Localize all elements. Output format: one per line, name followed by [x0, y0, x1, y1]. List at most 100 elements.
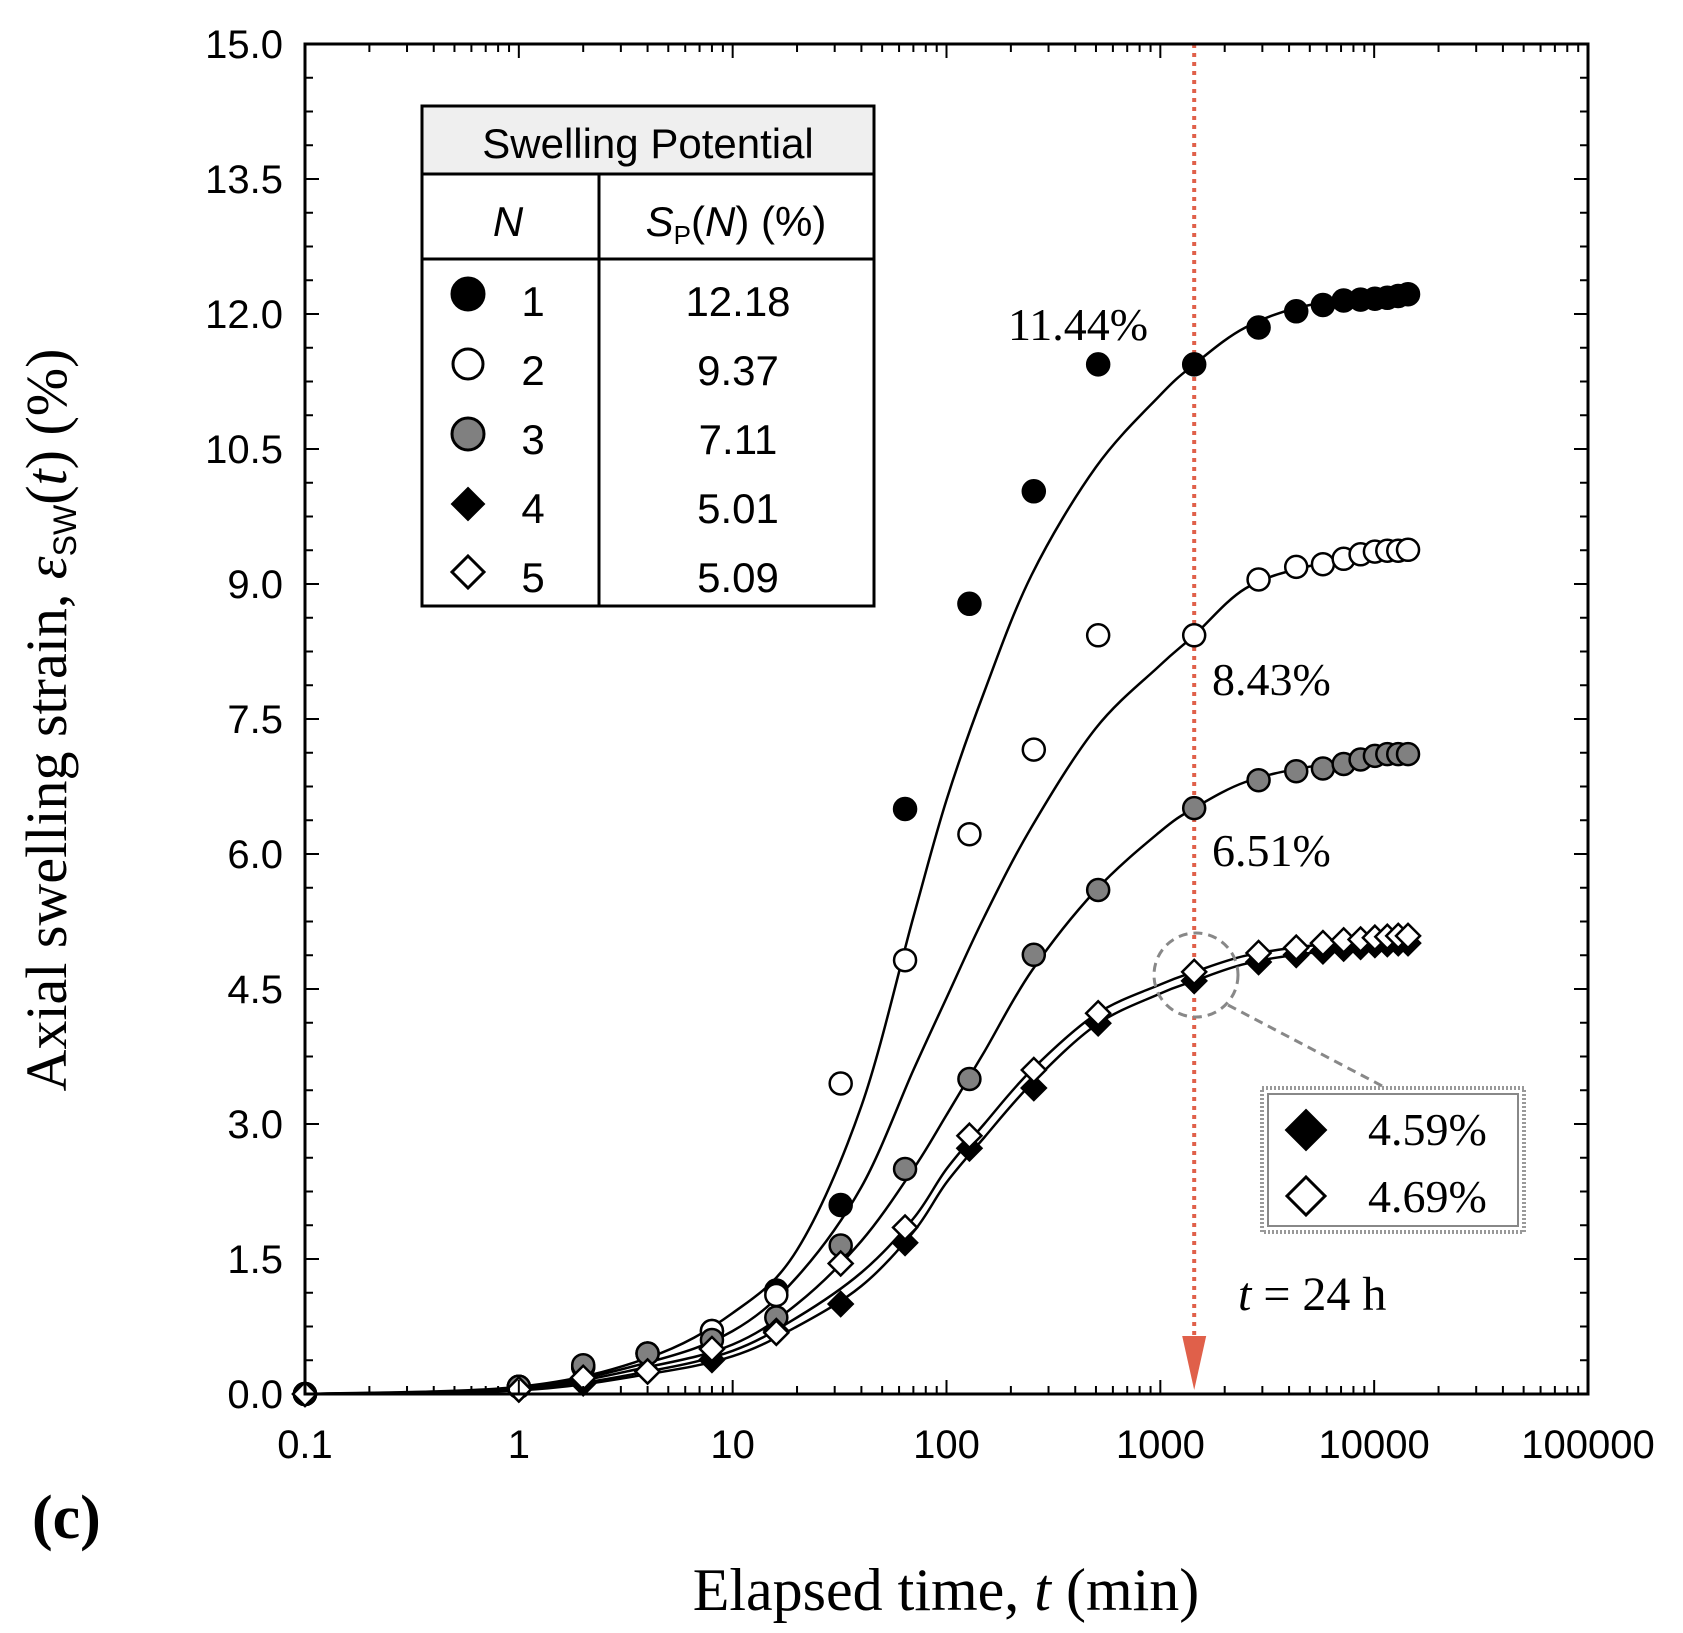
annotation-8-43: 8.43% [1212, 654, 1331, 705]
point-series-1 [1085, 352, 1111, 377]
legend-n-1: 1 [521, 278, 544, 325]
point-series-4 [1020, 1074, 1048, 1102]
panel-label: (c) [32, 1484, 101, 1552]
inset-value-4: 4.59% [1368, 1104, 1487, 1155]
legend-value-5: 5.09 [697, 554, 779, 601]
point-series-1 [1021, 479, 1047, 504]
legend-col2-header: SP(N) (%) [646, 198, 827, 250]
x-tick-label: 1 [508, 1423, 530, 1467]
point-series-1 [1246, 315, 1271, 340]
x-tick-label: 10 [710, 1423, 755, 1467]
y-tick-label: 0.0 [227, 1373, 283, 1417]
point-series-5 [1282, 933, 1310, 962]
point-series-2 [1395, 537, 1421, 563]
point-series-5 [698, 1335, 726, 1363]
point-series-2 [957, 821, 982, 847]
point-series-5 [1244, 939, 1273, 967]
point-series-3 [1246, 767, 1271, 793]
vertical-line-arrowhead [1182, 1336, 1207, 1390]
point-series-4 [891, 1229, 919, 1257]
y-axis-ticks: 0.0 1.5 3.0 4.5 6.0 7.5 9.0 10.5 12.0 13.5 15.0 [205, 23, 1588, 1417]
x-tick-label: 100 [913, 1423, 980, 1467]
y-tick-label: 3.0 [227, 1103, 283, 1147]
legend-marker-2 [451, 347, 485, 381]
point-series-1 [828, 1192, 853, 1218]
inset-value-5: 4.69% [1368, 1171, 1487, 1222]
legend-table: Swelling Potential N SP(N) (%) 1 2 3 4 5… [420, 104, 876, 608]
point-series-2 [764, 1282, 789, 1308]
point-series-3 [1021, 942, 1047, 968]
legend-n-5: 5 [521, 554, 544, 601]
point-series-5 [1084, 999, 1112, 1028]
vline-label-rest: = 24 h [1251, 1268, 1386, 1321]
point-series-1 [957, 591, 982, 617]
annotation-6-51: 6.51% [1212, 825, 1331, 876]
legend-header-open: ( [691, 198, 705, 245]
legend-marker-3 [450, 416, 486, 452]
point-series-5 [762, 1319, 791, 1347]
x-axis-title-prefix: Elapsed time, [693, 1557, 1035, 1623]
point-series-2 [1310, 551, 1336, 577]
point-series-3 [1310, 756, 1336, 781]
legend-header-s: S [646, 198, 674, 245]
point-series-5 [891, 1213, 919, 1242]
x-axis-title-var: t [1034, 1557, 1052, 1623]
zoom-leader-line [1227, 1003, 1387, 1090]
y-axis-title-prefix: Axial swelling strain, [14, 579, 79, 1091]
point-series-1 [892, 796, 918, 822]
point-series-3 [1085, 877, 1111, 903]
point-series-5 [826, 1249, 855, 1278]
legend-col1-header: N [493, 198, 524, 245]
x-axis-title: Elapsed time, t (min) [693, 1557, 1200, 1623]
point-series-4 [826, 1290, 855, 1318]
y-tick-label: 15.0 [205, 23, 283, 67]
point-series-1 [1283, 299, 1309, 324]
y-axis-title: Axial swelling strain, εSW(t) (%) [14, 349, 83, 1092]
zoom-circle [1152, 931, 1240, 1019]
point-series-3 [1283, 758, 1309, 784]
point-series-5 [955, 1121, 984, 1150]
point-series-5 [1020, 1056, 1048, 1084]
point-series-2 [892, 947, 918, 973]
point-series-2 [1283, 554, 1309, 580]
y-axis-title-eps: ε [14, 556, 79, 579]
x-tick-label: 1000 [1116, 1423, 1205, 1467]
point-series-1 [1181, 352, 1207, 377]
y-tick-label: 9.0 [227, 563, 283, 607]
legend-header-sub: P [674, 220, 691, 250]
legend-n-2: 2 [521, 347, 544, 394]
legend-title: Swelling Potential [482, 120, 814, 167]
point-series-5 [1394, 922, 1422, 950]
inset-marker-4 [1284, 1108, 1328, 1152]
point-series-3 [1395, 741, 1421, 767]
point-series-5 [1180, 958, 1208, 986]
point-series-3 [892, 1156, 918, 1182]
y-tick-label: 12.0 [205, 293, 283, 337]
x-tick-label: 100000 [1521, 1423, 1654, 1467]
point-series-2 [828, 1071, 853, 1096]
y-axis-title-suffix: ) (%) [14, 349, 79, 470]
legend-value-3: 7.11 [699, 416, 778, 463]
y-tick-label: 10.5 [205, 428, 283, 472]
legend-n-3: 3 [521, 416, 544, 463]
point-series-2 [1021, 737, 1047, 762]
point-series-5 [633, 1357, 662, 1386]
point-series-5 [1309, 929, 1337, 957]
point-series-2 [1181, 623, 1207, 648]
legend-marker-5 [449, 553, 487, 591]
vline-label: t = 24 h [1238, 1268, 1386, 1321]
legend-value-2: 9.37 [697, 347, 779, 394]
point-series-2 [1085, 623, 1111, 648]
legend-value-4: 5.01 [697, 485, 779, 532]
y-tick-label: 1.5 [227, 1238, 283, 1282]
y-axis-title-var: t [14, 467, 79, 485]
legend-n-4: 4 [521, 485, 544, 532]
inset-marker-5 [1284, 1174, 1328, 1218]
x-axis-title-suffix: (min) [1051, 1557, 1199, 1623]
y-tick-label: 13.5 [205, 158, 283, 202]
y-axis-title-sub: SW [47, 504, 83, 556]
annotation-11-44: 11.44% [1008, 299, 1148, 350]
x-axis-ticks: 0.1 1 10 100 1000 10000 100000 [277, 44, 1655, 1467]
inset-box: 4.59% 4.69% [1260, 1086, 1526, 1234]
